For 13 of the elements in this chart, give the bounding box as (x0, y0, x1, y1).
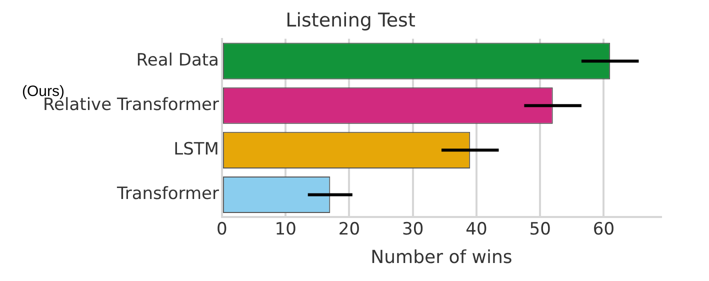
x-tick-label: 30 (402, 220, 424, 240)
text: (Ours) (22, 83, 64, 100)
x-tick-label: 50 (529, 220, 551, 240)
y-tick-label: LSTM (174, 140, 219, 160)
chart-title: Listening Test (286, 9, 416, 32)
y-tick-label: Transformer (116, 184, 219, 204)
x-axis-title: Number of wins (370, 246, 512, 268)
x-tick-label: 20 (338, 220, 360, 240)
x-tick-label: 40 (466, 220, 488, 240)
x-tick-label: 10 (274, 220, 296, 240)
x-tick-label: 60 (592, 220, 615, 240)
x-tick-label: 0 (216, 220, 228, 240)
y-tick-label: Real Data (136, 50, 219, 70)
